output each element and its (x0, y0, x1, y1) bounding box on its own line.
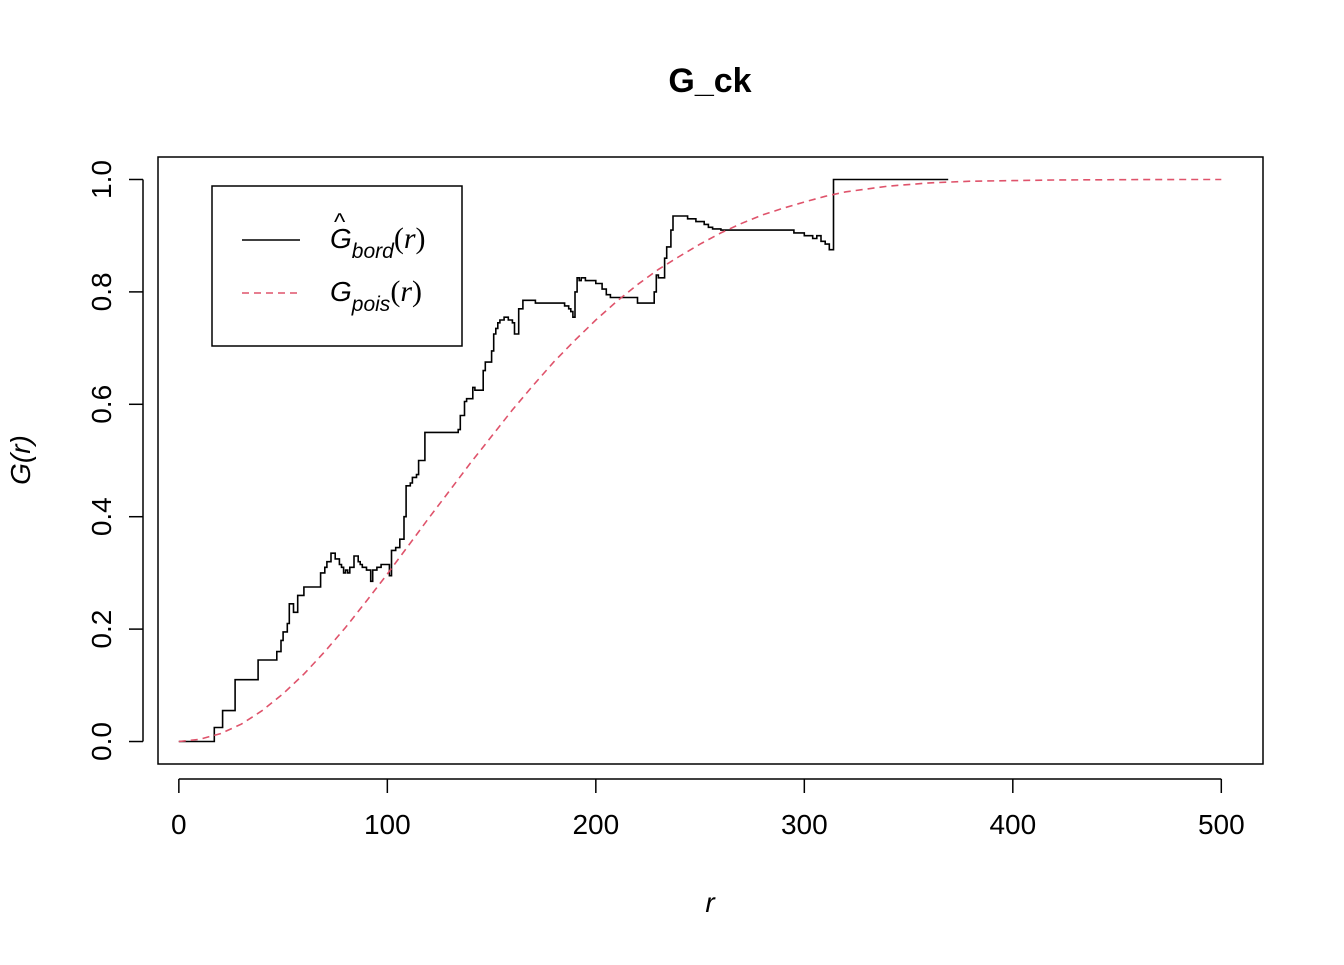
plot-frame (157, 156, 1264, 765)
x-tick-label: 400 (989, 809, 1036, 840)
x-tick-label: 100 (364, 809, 411, 840)
y-tick-label: 0.4 (86, 497, 117, 536)
x-tick-label: 200 (572, 809, 619, 840)
x-axis: 0 100 200 300 400 500 (171, 778, 1245, 840)
series-layer (178, 178, 1222, 743)
y-tick-label: 0.0 (86, 722, 117, 761)
chart-title: G_ck (668, 62, 751, 100)
legend: Gbord(r)^ Gpois(r) (211, 185, 463, 347)
x-tick-label: 0 (171, 809, 187, 840)
legend-label-pois: Gpois(r) (330, 275, 422, 316)
x-tick-label: 300 (781, 809, 828, 840)
y-axis-label: G(r) (5, 435, 36, 485)
series-line-bord (178, 178, 949, 743)
x-axis-label: r (705, 887, 716, 918)
series-line-pois (178, 178, 1222, 743)
y-tick-label: 0.8 (86, 272, 117, 311)
legend-label-bord: Gbord(r) (330, 222, 426, 263)
y-tick-label: 1.0 (86, 160, 117, 199)
y-tick-label: 0.2 (86, 610, 117, 649)
legend-box (211, 185, 463, 347)
legend-hat-mark: ^ (334, 209, 346, 236)
x-tick-label: 500 (1198, 809, 1245, 840)
y-tick-label: 0.6 (86, 385, 117, 424)
y-axis: 0.0 0.2 0.4 0.6 0.8 1.0 (86, 160, 144, 761)
